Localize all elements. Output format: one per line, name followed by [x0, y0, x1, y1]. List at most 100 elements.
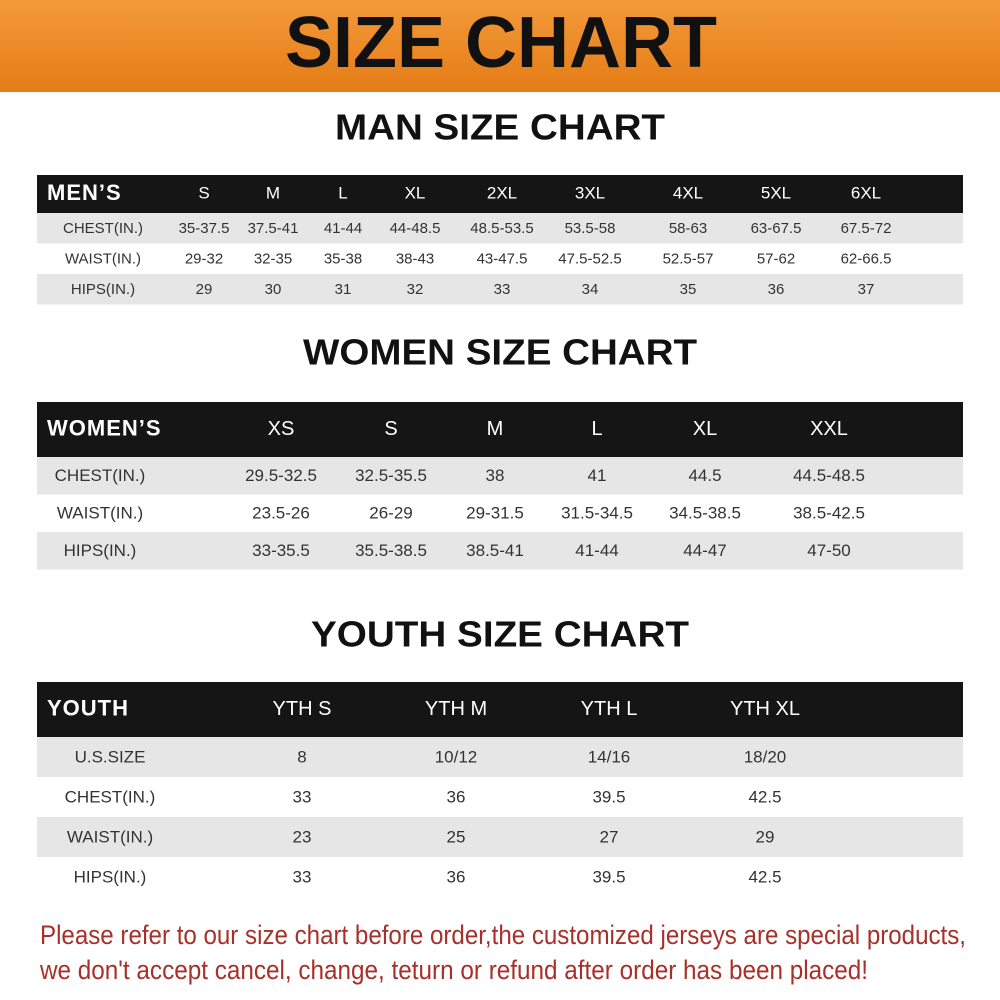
header-cell: S — [384, 418, 397, 440]
table-cell: 27 — [600, 827, 619, 846]
table-cell: 36 — [447, 787, 466, 806]
table-cell: 38.5-41 — [466, 541, 524, 560]
table-cell: 35-38 — [324, 251, 362, 268]
table-cell: 33 — [293, 787, 312, 806]
header-cell: YTH M — [425, 698, 487, 720]
table-cell: 39.5 — [592, 867, 625, 886]
table-cell: 18/20 — [744, 747, 787, 766]
table-cell: 42.5 — [748, 867, 781, 886]
table-cell: 10/12 — [435, 747, 478, 766]
table-cell: 29 — [196, 281, 213, 298]
table-cell: 8 — [297, 747, 306, 766]
header-label: WOMEN’S — [47, 415, 162, 440]
table-cell: 44-48.5 — [390, 220, 441, 237]
table-header-row — [37, 175, 963, 213]
header-cell: S — [198, 183, 209, 202]
section-title: MAN SIZE CHART — [335, 107, 665, 148]
table-cell: 25 — [447, 827, 466, 846]
table-cell: 32.5-35.5 — [355, 466, 427, 485]
table-cell: 34.5-38.5 — [669, 504, 741, 523]
table-cell: 63-67.5 — [751, 220, 802, 237]
header-cell: XL — [405, 183, 426, 202]
table-cell: 44.5-48.5 — [793, 466, 865, 485]
table-cell: 47.5-52.5 — [558, 251, 621, 268]
header-cell: XS — [268, 418, 295, 440]
table-cell: 29.5-32.5 — [245, 466, 317, 485]
row-label: HIPS(IN.) — [71, 281, 135, 298]
footer-note: we don't accept cancel, change, teturn o… — [39, 955, 868, 985]
row-label: CHEST(IN.) — [55, 466, 146, 485]
table-cell: 41-44 — [575, 541, 618, 560]
table-header-row — [37, 402, 963, 457]
table-cell: 14/16 — [588, 747, 631, 766]
table-cell: 23 — [293, 827, 312, 846]
table-cell: 35 — [680, 281, 697, 298]
header-cell: M — [487, 418, 504, 440]
header-cell: 3XL — [575, 183, 605, 202]
header-cell: XL — [693, 418, 717, 440]
table-cell: 33-35.5 — [252, 541, 310, 560]
table-row-bg — [37, 817, 963, 857]
row-label: CHEST(IN.) — [63, 220, 143, 237]
header-label: YOUTH — [47, 695, 129, 720]
header-cell: 6XL — [851, 183, 881, 202]
table-cell: 47-50 — [807, 541, 850, 560]
header-cell: YTH XL — [730, 698, 800, 720]
table-cell: 35-37.5 — [179, 220, 230, 237]
table-cell: 41 — [588, 466, 607, 485]
table-cell: 32-35 — [254, 251, 292, 268]
header-label: MEN’S — [47, 180, 122, 205]
table-cell: 36 — [768, 281, 785, 298]
header-cell: L — [591, 418, 602, 440]
footer-note: Please refer to our size chart before or… — [40, 920, 966, 950]
table-cell: 36 — [447, 867, 466, 886]
table-row-bg — [37, 737, 963, 777]
table-cell: 38 — [486, 466, 505, 485]
table-cell: 38-43 — [396, 251, 434, 268]
row-label: U.S.SIZE — [75, 747, 146, 766]
header-cell: 5XL — [761, 183, 791, 202]
header-cell: M — [266, 183, 280, 202]
table-cell: 62-66.5 — [841, 251, 892, 268]
table-cell: 33 — [293, 867, 312, 886]
table-cell: 57-62 — [757, 251, 795, 268]
table-cell: 29 — [756, 827, 775, 846]
table-header-row — [37, 682, 963, 737]
section-title: WOMEN SIZE CHART — [303, 332, 697, 373]
header-band — [0, 0, 1000, 92]
header-cell: 4XL — [673, 183, 703, 202]
table-cell: 31.5-34.5 — [561, 504, 633, 523]
table-cell: 48.5-53.5 — [470, 220, 533, 237]
table-cell: 58-63 — [669, 220, 707, 237]
table-cell: 37.5-41 — [248, 220, 299, 237]
table-row-bg — [37, 457, 963, 495]
table-cell: 37 — [858, 281, 875, 298]
table-cell: 52.5-57 — [663, 251, 714, 268]
header-cell: XXL — [810, 418, 848, 440]
table-cell: 23.5-26 — [252, 504, 310, 523]
page-title: SIZE CHART — [285, 3, 717, 83]
table-cell: 35.5-38.5 — [355, 541, 427, 560]
table-cell: 42.5 — [748, 787, 781, 806]
row-label: HIPS(IN.) — [64, 541, 137, 560]
table-cell: 53.5-58 — [565, 220, 616, 237]
section-title: YOUTH SIZE CHART — [311, 614, 689, 655]
table-row-bg — [37, 213, 963, 244]
table-cell: 38.5-42.5 — [793, 504, 865, 523]
row-label: CHEST(IN.) — [65, 787, 156, 806]
header-cell: YTH L — [581, 698, 638, 720]
table-cell: 44.5 — [688, 466, 721, 485]
table-cell: 67.5-72 — [841, 220, 892, 237]
header-cell: YTH S — [273, 698, 332, 720]
table-cell: 32 — [407, 281, 424, 298]
table-cell: 29-32 — [185, 251, 223, 268]
table-cell: 26-29 — [369, 504, 412, 523]
table-row-bg — [37, 274, 963, 305]
header-cell: L — [338, 183, 347, 202]
row-label: WAIST(IN.) — [67, 827, 153, 846]
table-cell: 44-47 — [683, 541, 726, 560]
table-cell: 39.5 — [592, 787, 625, 806]
table-cell: 34 — [582, 281, 599, 298]
table-row-bg — [37, 532, 963, 570]
